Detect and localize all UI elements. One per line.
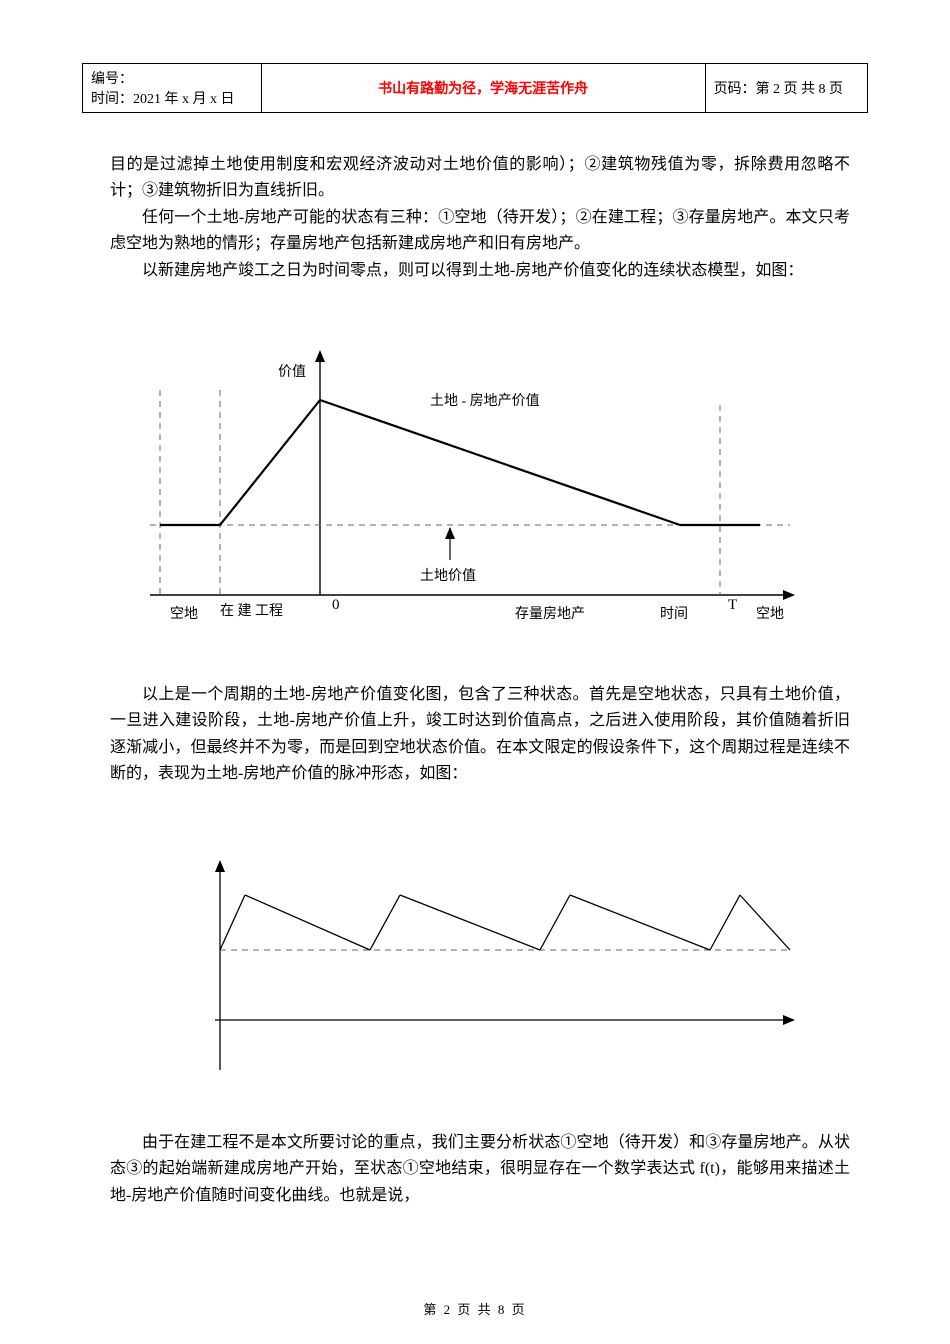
chart1-label-vacant1: 空地: [170, 603, 198, 623]
chart1-label-construction: 在 建 工程: [220, 603, 290, 621]
para-3: 由于在建工程不是本文所要讨论的重点，我们主要分析状态①空地（待开发）和③存量房地…: [110, 1130, 850, 1209]
header-page-label: 页码：第 2 页 共 8 页: [705, 64, 867, 113]
text-block-3: 由于在建工程不是本文所要讨论的重点，我们主要分析状态①空地（待开发）和③存量房地…: [110, 1130, 850, 1209]
chart-2-svg: [190, 850, 810, 1090]
text-block-1: 目的是过滤掉土地使用制度和宏观经济波动对土地价值的影响）；②建筑物残值为零，拆除…: [110, 152, 850, 284]
header-left-cell: 编号： 时间：2021 年 x 月 x 日: [83, 64, 262, 113]
para-1c: 以新建房地产竣工之日为时间零点，则可以得到土地-房地产价值变化的连续状态模型，如…: [110, 258, 850, 284]
chart-1: 价值 土地 - 房地产价值 土地价值 空地 在 建 工程 0 存量房地产 时间 …: [120, 345, 820, 675]
doc-id-label: 编号：: [91, 68, 253, 88]
footer-page: 第 2 页 共 8 页: [0, 1299, 950, 1318]
chart1-label-zero: 0: [332, 597, 340, 614]
para-2: 以上是一个周期的土地-房地产价值变化图，包含了三种状态。首先是空地状态，只具有土…: [110, 682, 850, 788]
text-block-2: 以上是一个周期的土地-房地产价值变化图，包含了三种状态。首先是空地状态，只具有土…: [110, 682, 850, 788]
chart1-label-stock: 存量房地产: [515, 603, 585, 623]
chart1-label-time: 时间: [660, 603, 688, 623]
header-motto: 书山有路勤为径，学海无涯苦作舟: [261, 64, 705, 113]
chart1-label-landvalue: 土地价值: [420, 565, 476, 585]
chart1-label-value: 价值: [278, 361, 306, 381]
para-1b: 任何一个土地-房地产可能的状态有三种：①空地（待开发）；②在建工程；③存量房地产…: [110, 205, 850, 258]
chart1-label-T: T: [728, 597, 737, 614]
para-1a: 目的是过滤掉土地使用制度和宏观经济波动对土地价值的影响）；②建筑物残值为零，拆除…: [110, 152, 850, 205]
doc-time-label: 时间：2021 年 x 月 x 日: [91, 88, 253, 108]
header-table: 编号： 时间：2021 年 x 月 x 日 书山有路勤为径，学海无涯苦作舟 页码…: [82, 63, 868, 113]
chart-2: [190, 850, 890, 1100]
chart1-label-realestate: 土地 - 房地产价值: [430, 390, 540, 410]
chart1-label-vacant2: 空地: [756, 603, 784, 623]
